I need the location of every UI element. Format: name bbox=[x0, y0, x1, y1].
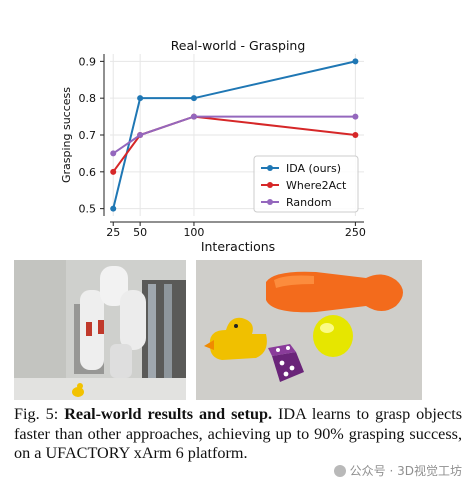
x-axis-label: Interactions bbox=[201, 239, 275, 254]
data-point bbox=[352, 58, 359, 65]
caption-text: IDA learns to grasp objects faster than … bbox=[14, 405, 462, 462]
y-tick-label: 0.5 bbox=[79, 203, 97, 216]
caption-bold: Real-world results and setup. bbox=[64, 405, 273, 423]
legend-swatch-marker bbox=[267, 199, 273, 205]
figure-caption: Fig. 5: Real-world results and setup. ID… bbox=[14, 405, 462, 464]
series-line bbox=[112, 115, 356, 155]
grasp-objects-photo bbox=[196, 260, 422, 400]
y-tick-label: 0.7 bbox=[79, 129, 97, 142]
x-tick-label: 50 bbox=[133, 226, 147, 239]
data-point bbox=[110, 150, 117, 157]
wechat-logo-icon bbox=[333, 464, 346, 477]
legend: IDA (ours) Where2Act Random bbox=[253, 155, 359, 213]
legend-label: Random bbox=[286, 196, 332, 209]
y-axis-label: Grasping success bbox=[60, 87, 73, 183]
ticks: 0.5 0.6 0.7 0.8 0.9 25 50 100 250 bbox=[79, 55, 366, 239]
data-point bbox=[190, 95, 197, 102]
series bbox=[110, 58, 359, 212]
data-point bbox=[110, 168, 117, 175]
data-point bbox=[190, 113, 197, 120]
line-chart: Real-world - Grasping Grasping success I… bbox=[60, 38, 366, 254]
caption-label: Fig. 5: bbox=[14, 405, 65, 423]
legend-label: IDA (ours) bbox=[286, 162, 341, 175]
legend-label: Where2Act bbox=[286, 179, 347, 192]
data-point bbox=[352, 132, 359, 138]
x-tick-label: 100 bbox=[183, 226, 204, 239]
data-point bbox=[137, 132, 144, 138]
data-point bbox=[352, 113, 359, 120]
x-tick-label: 25 bbox=[106, 226, 120, 239]
watermark-text: 公众号 · 3D视觉工坊 bbox=[349, 464, 462, 478]
legend-box bbox=[253, 155, 359, 213]
legend-swatch-marker bbox=[267, 165, 273, 171]
legend-swatch-marker bbox=[267, 182, 273, 188]
chart-title: Real-world - Grasping bbox=[171, 38, 306, 53]
data-point bbox=[110, 205, 117, 212]
y-tick-label: 0.8 bbox=[79, 92, 97, 105]
y-tick-label: 0.6 bbox=[79, 166, 97, 179]
y-tick-label: 0.9 bbox=[79, 55, 97, 68]
watermark: 公众号 · 3D视觉工坊 bbox=[333, 462, 462, 479]
x-tick-label: 250 bbox=[345, 226, 366, 239]
data-point bbox=[137, 95, 144, 102]
robot-arm-photo bbox=[14, 260, 186, 400]
